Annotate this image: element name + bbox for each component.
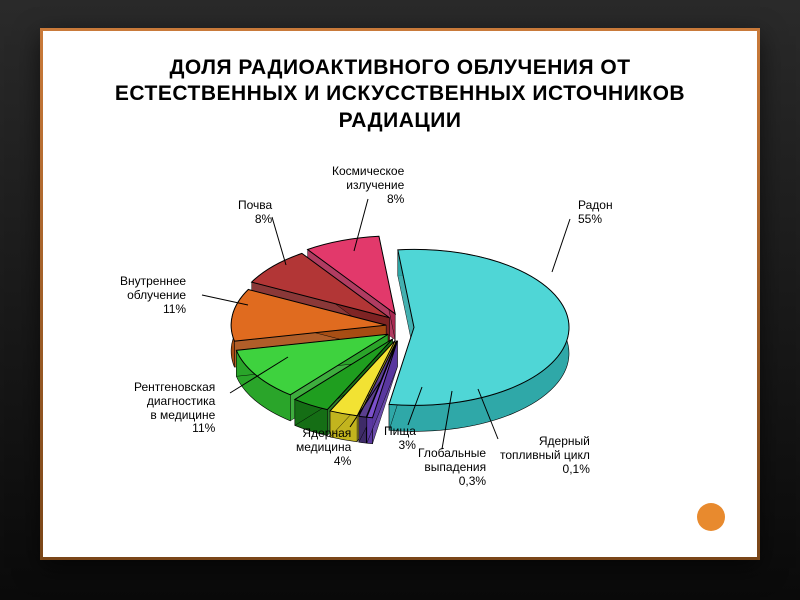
slice-label-food: Пища 3% [384,425,416,453]
pie-chart: Радон 55% Ядерный топливный цикл 0,1% Глоб… [100,157,700,527]
accent-dot-icon [697,503,725,531]
slice-label-soil: Почва 8% [238,199,272,227]
slice-label-radon: Радон 55% [578,199,613,227]
slide-frame: ДОЛЯ РАДИОАКТИВНОГО ОБЛУЧЕНИЯ ОТ ЕСТЕСТВ… [40,28,760,560]
slice-label-nucmed: Ядерная медицина 4% [296,427,351,468]
presentation-backdrop: ДОЛЯ РАДИОАКТИВНОГО ОБЛУЧЕНИЯ ОТ ЕСТЕСТВ… [0,0,800,600]
slice-label-cosmic: Космическое излучение 8% [332,165,404,206]
slice-label-fuel: Ядерный топливный цикл 0,1% [500,435,590,476]
chart-title: ДОЛЯ РАДИОАКТИВНОГО ОБЛУЧЕНИЯ ОТ ЕСТЕСТВ… [77,55,723,134]
slide: ДОЛЯ РАДИОАКТИВНОГО ОБЛУЧЕНИЯ ОТ ЕСТЕСТВ… [49,37,751,551]
slice-label-fallout: Глобальные выпадения 0,3% [418,447,486,488]
slice-label-internal: Внутреннее облучение 11% [120,275,186,316]
slice-label-xray: Рентгеновская диагностика в медицине 11% [134,381,215,436]
